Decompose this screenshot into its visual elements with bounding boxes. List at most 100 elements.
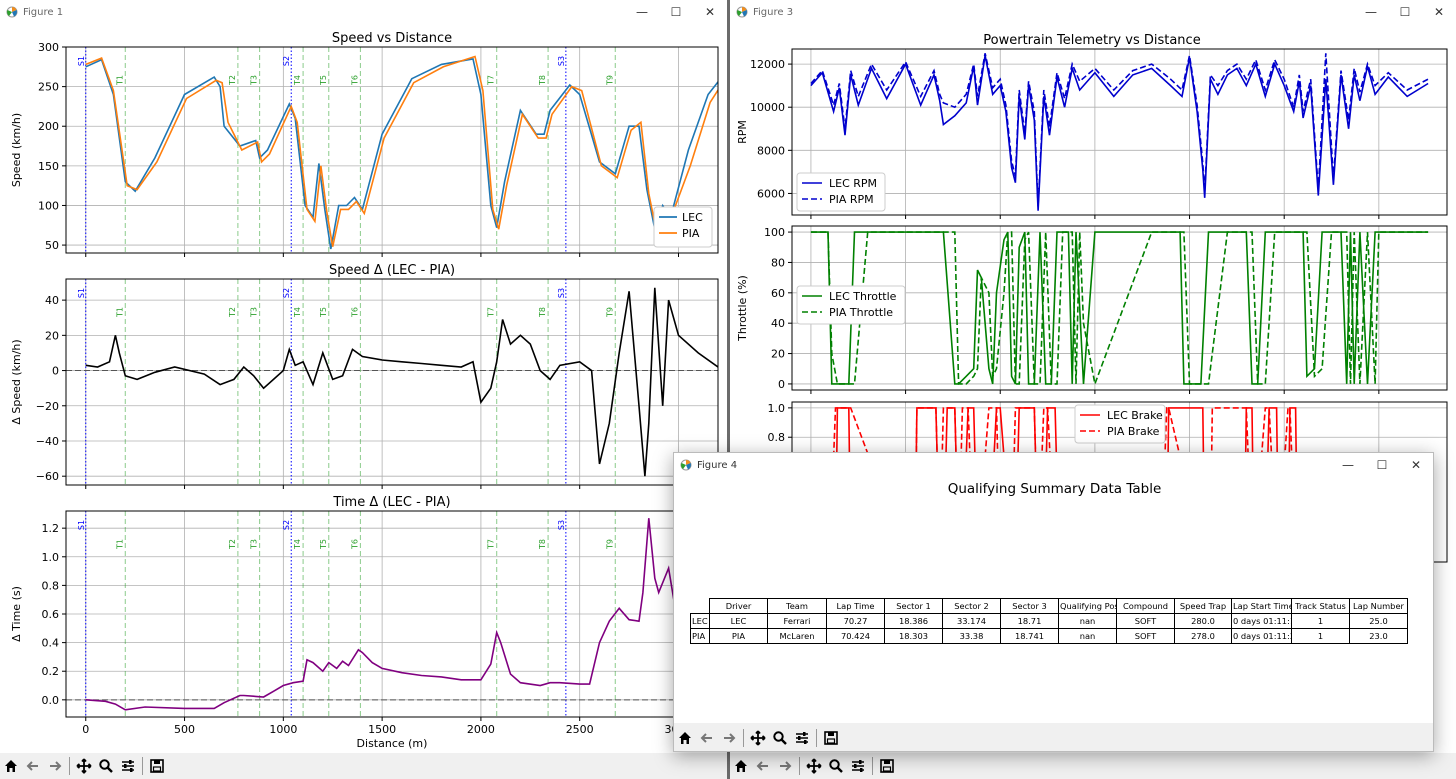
table-cell: 0 days 01:11:22.44: [1231, 628, 1292, 644]
back-icon[interactable]: [752, 755, 774, 777]
turn-label: T9: [605, 307, 614, 318]
minimize-button[interactable]: —: [636, 5, 648, 19]
column-header: Qualifying Pos: [1058, 598, 1117, 614]
axes-title: Speed vs Distance: [332, 31, 452, 46]
y-axis-label: Δ Time (s): [10, 586, 23, 642]
pan-icon[interactable]: [803, 755, 825, 777]
table-cell: 18.71: [1000, 613, 1059, 629]
y-tick-label: 0.2: [42, 665, 60, 678]
table-header-row: Driver Team Lap Time Sector 1 Sector 2 Sector…: [691, 598, 1408, 614]
sector-label: S1: [77, 520, 86, 530]
table-cell: 33.38: [942, 628, 1001, 644]
table-cell: 70.27: [826, 613, 885, 629]
y-tick-label: 80: [771, 256, 785, 269]
configure-icon[interactable]: [791, 727, 813, 749]
table-cell: 280.0: [1174, 613, 1232, 629]
column-header: Track Status: [1291, 598, 1350, 614]
maximize-button[interactable]: ☐: [670, 5, 682, 19]
turn-label: T1: [115, 75, 124, 86]
forward-icon[interactable]: [774, 755, 796, 777]
column-header: Sector 3: [1000, 598, 1059, 614]
column-header: Sector 1: [884, 598, 943, 614]
axes-1-frame: [65, 278, 719, 486]
y-tick-label: 8000: [757, 144, 785, 157]
home-icon[interactable]: [0, 755, 22, 777]
legend-label: LEC RPM: [829, 177, 877, 190]
row-header: PIA: [690, 628, 710, 644]
turn-label: T6: [350, 75, 359, 86]
y-tick-label: 1.0: [42, 551, 60, 564]
zoom-icon[interactable]: [825, 755, 847, 777]
y-tick-label: −60: [36, 470, 59, 483]
sector-label: S3: [557, 520, 566, 530]
x-tick-label: 2000: [467, 723, 495, 736]
table-cell: nan: [1058, 628, 1117, 644]
zoom-icon[interactable]: [769, 727, 791, 749]
column-header: Lap Number: [1349, 598, 1408, 614]
y-tick-label: 0.6: [42, 608, 60, 621]
back-icon[interactable]: [22, 755, 44, 777]
pan-icon[interactable]: [73, 755, 95, 777]
y-tick-label: 150: [38, 160, 59, 173]
pan-icon[interactable]: [747, 727, 769, 749]
home-icon[interactable]: [730, 755, 752, 777]
axes-f3-0-frame: [791, 48, 1448, 216]
column-header: Lap Start Time: [1231, 598, 1292, 614]
turn-label: T4: [293, 75, 302, 86]
back-icon[interactable]: [696, 727, 718, 749]
sector-label: S3: [557, 288, 566, 298]
y-axis-label: Δ Speed (km/h): [10, 339, 23, 424]
close-button[interactable]: ✕: [1433, 5, 1445, 19]
table-cell: 0 days 01:11:13.69: [1231, 613, 1292, 629]
close-button[interactable]: ✕: [1410, 458, 1422, 472]
y-tick-label: 20: [771, 348, 785, 361]
y-tick-label: 0.4: [42, 637, 60, 650]
y-tick-label: 0.8: [42, 579, 60, 592]
maximize-button[interactable]: ☐: [1376, 458, 1388, 472]
figure-suptitle: Powertrain Telemetry vs Distance: [983, 33, 1200, 48]
legend-label: LEC Brake: [1107, 409, 1163, 422]
y-tick-label: 300: [38, 41, 59, 54]
y-tick-label: −20: [36, 400, 59, 413]
turn-label: T7: [487, 307, 496, 318]
save-icon[interactable]: [876, 755, 898, 777]
toolbar-separator: [872, 757, 873, 775]
minimize-button[interactable]: —: [1365, 5, 1377, 19]
column-header: Driver: [709, 598, 768, 614]
forward-icon[interactable]: [718, 727, 740, 749]
column-header: Lap Time: [826, 598, 885, 614]
table-cell: Ferrari: [767, 613, 827, 629]
save-icon[interactable]: [146, 755, 168, 777]
y-tick-label: 12000: [750, 58, 785, 71]
figure-3-title: Figure 3: [753, 6, 794, 18]
maximize-button[interactable]: ☐: [1399, 5, 1411, 19]
turn-label: T5: [319, 75, 328, 86]
y-axis-label: Throttle (%): [736, 275, 749, 342]
forward-icon[interactable]: [44, 755, 66, 777]
close-button[interactable]: ✕: [704, 5, 716, 19]
configure-icon[interactable]: [847, 755, 869, 777]
series-line-LEC: [85, 57, 718, 250]
y-tick-label: 0: [52, 365, 59, 378]
series-line-pia-brake: [810, 407, 1304, 556]
y-axis-label: Speed (km/h): [10, 113, 23, 187]
turn-label: T5: [319, 307, 328, 318]
x-tick-label: 1500: [368, 723, 396, 736]
configure-icon[interactable]: [117, 755, 139, 777]
table-cell: 33.174: [942, 613, 1001, 629]
save-icon[interactable]: [820, 727, 842, 749]
toolbar-separator: [142, 757, 143, 775]
home-icon[interactable]: [674, 727, 696, 749]
series-line-delta: [85, 287, 718, 477]
table-cell: SOFT: [1116, 628, 1175, 644]
y-tick-label: 6000: [757, 187, 785, 200]
table-cell: nan: [1058, 613, 1117, 629]
x-tick-label: 0: [82, 723, 89, 736]
legend-box: [796, 285, 906, 325]
x-tick-label: 500: [174, 723, 195, 736]
zoom-icon[interactable]: [95, 755, 117, 777]
x-tick-label: 1000: [269, 723, 297, 736]
turn-label: T3: [250, 75, 259, 86]
minimize-button[interactable]: —: [1342, 458, 1354, 472]
matplotlib-app-icon: [6, 6, 18, 18]
